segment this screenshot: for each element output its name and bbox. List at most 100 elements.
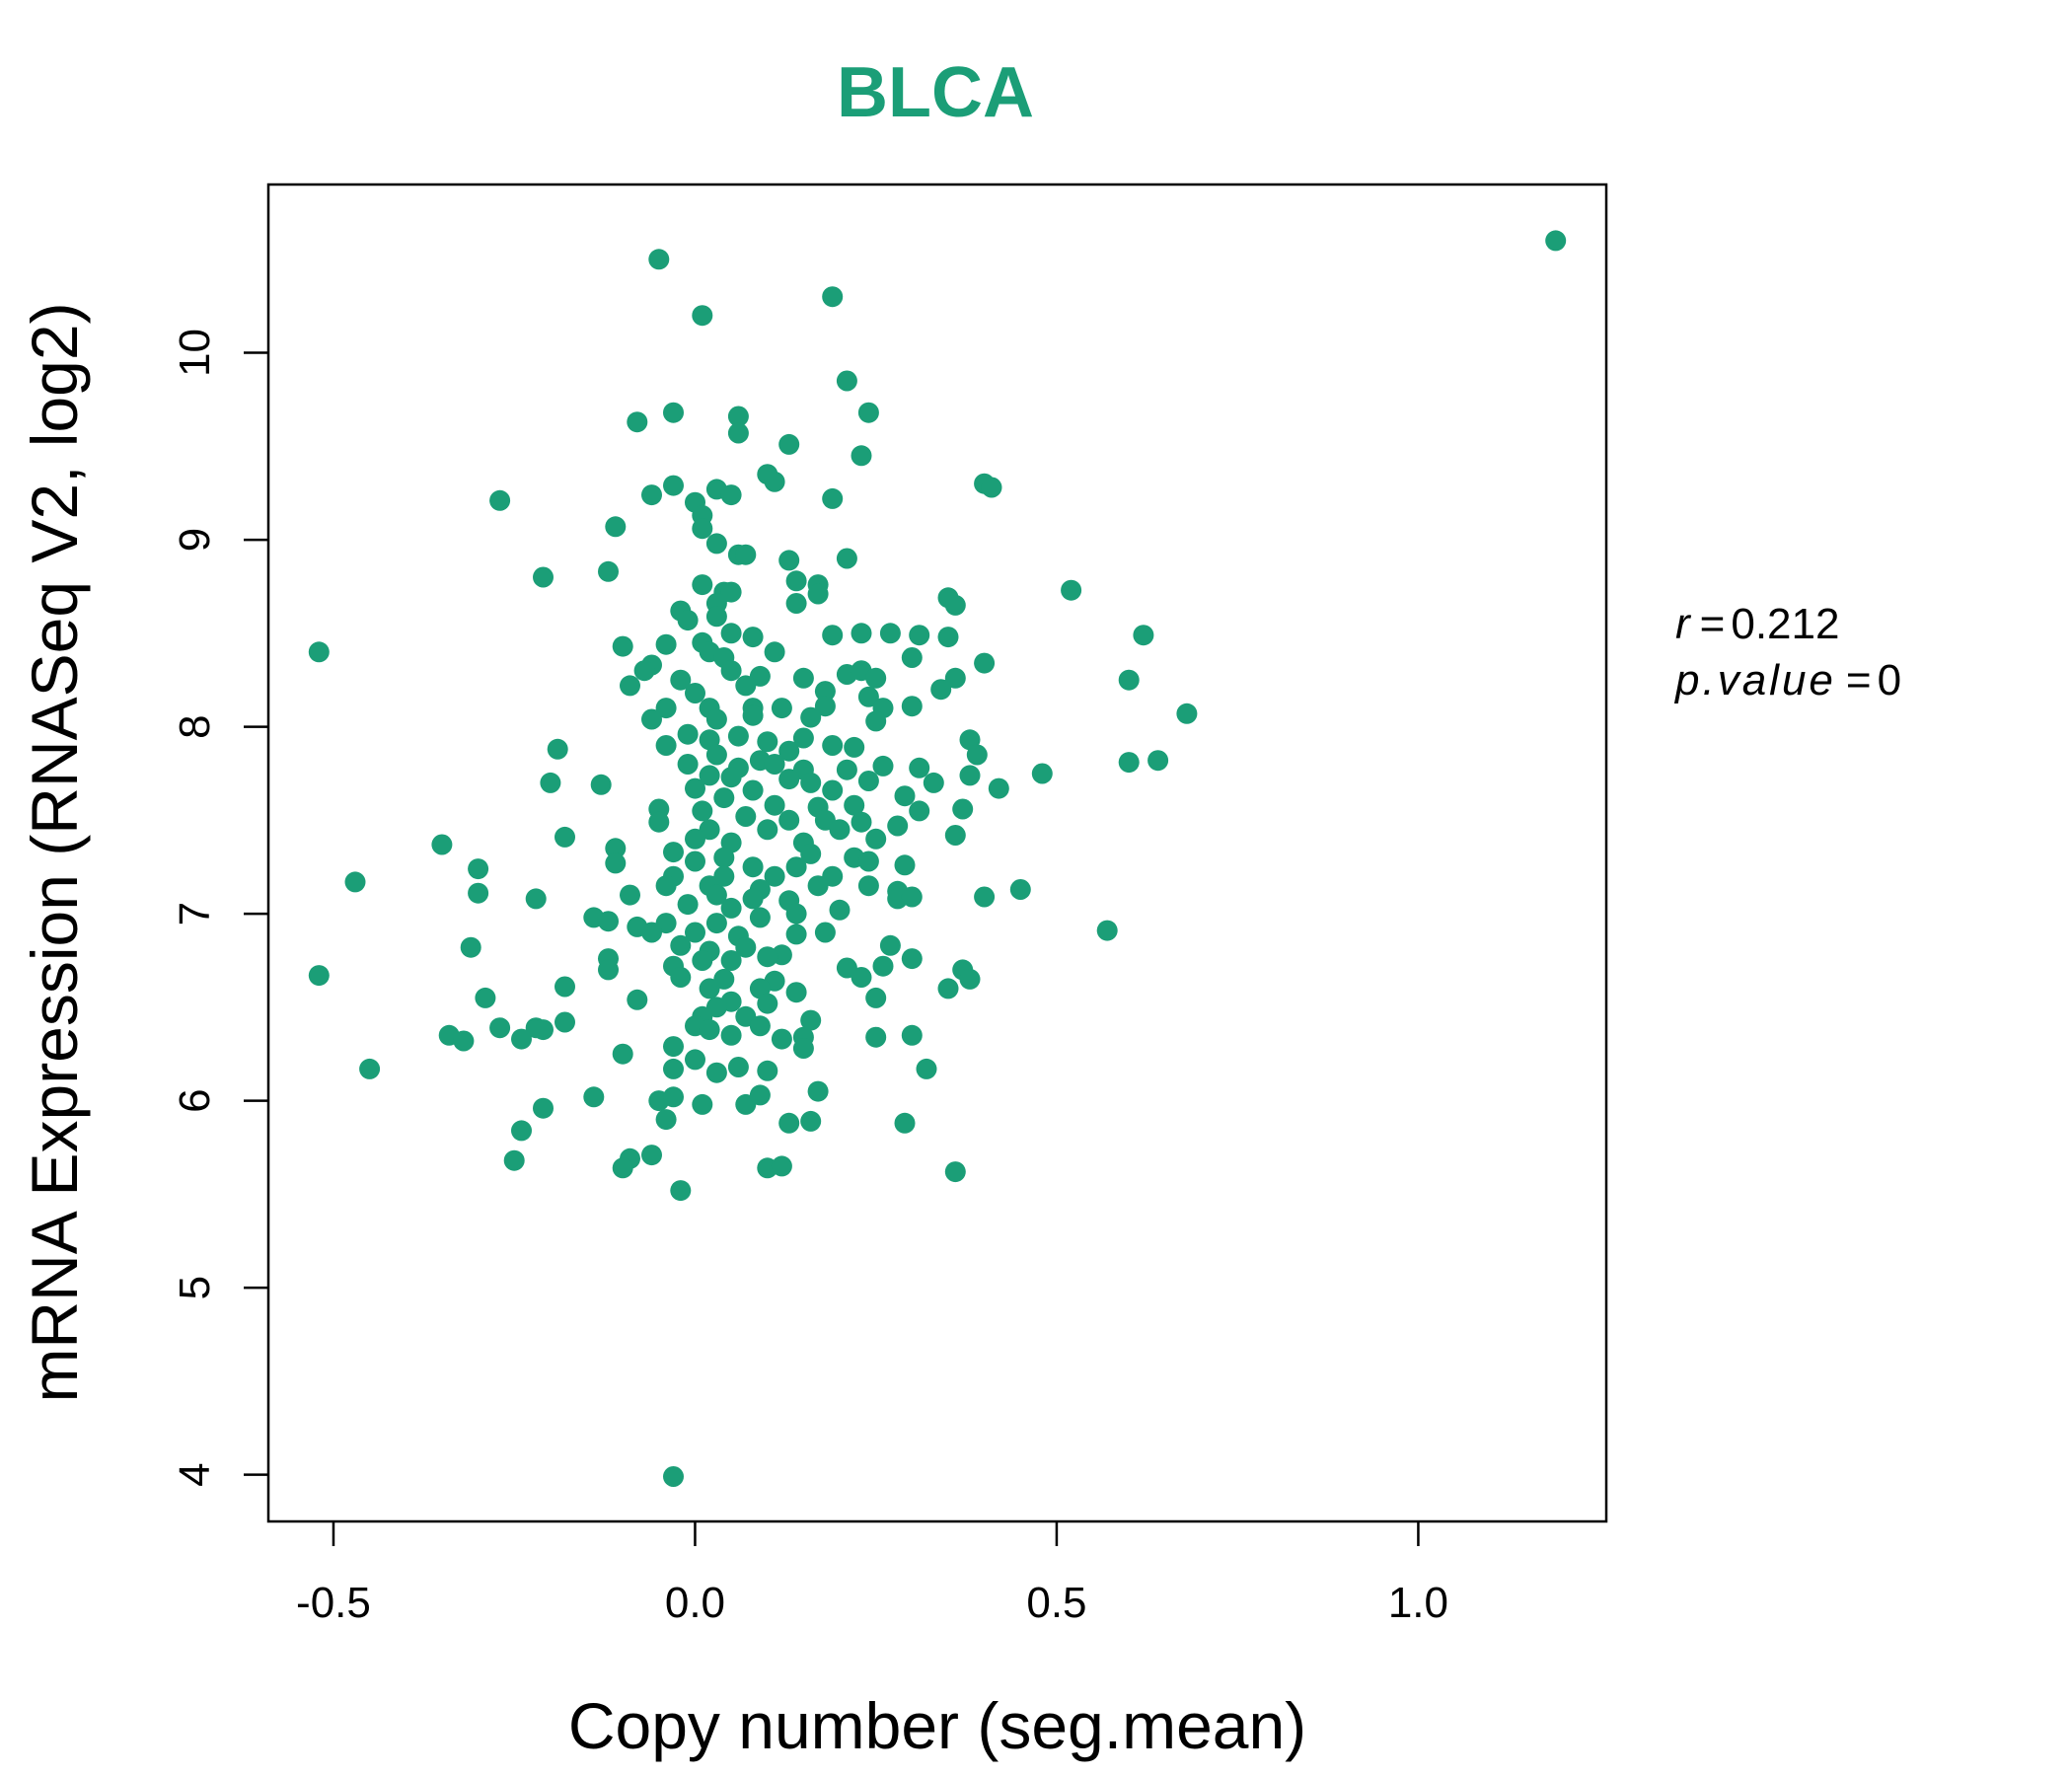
data-point xyxy=(677,754,699,775)
data-point xyxy=(800,772,822,793)
data-point xyxy=(655,875,677,897)
data-point xyxy=(598,959,619,981)
data-point xyxy=(836,370,857,392)
data-point xyxy=(764,754,785,775)
data-point xyxy=(966,744,988,766)
data-point xyxy=(663,842,684,863)
data-point xyxy=(1147,750,1169,772)
x-axis: -0.5 0.0 0.5 1.0 xyxy=(296,1521,1448,1627)
data-point xyxy=(692,574,713,596)
data-point xyxy=(792,727,814,749)
data-point xyxy=(764,865,785,887)
data-point xyxy=(727,422,749,444)
data-point xyxy=(511,1120,532,1142)
x-tick-label: -0.5 xyxy=(296,1579,371,1627)
data-point xyxy=(785,856,807,878)
data-point xyxy=(909,800,930,822)
data-point xyxy=(627,989,648,1010)
y-axis: 4 5 6 7 8 9 10 xyxy=(171,329,268,1487)
data-point xyxy=(757,946,778,968)
p-label: p.value xyxy=(1673,656,1836,704)
data-point xyxy=(735,936,757,958)
data-point xyxy=(648,811,670,833)
data-point xyxy=(713,787,735,809)
data-point xyxy=(844,736,865,758)
data-point xyxy=(677,610,699,631)
data-point xyxy=(944,825,966,846)
data-point xyxy=(655,698,677,719)
p-value: 0 xyxy=(1878,656,1901,704)
data-point xyxy=(822,779,844,801)
data-point xyxy=(778,740,800,762)
data-point xyxy=(865,987,887,1008)
p-statistic: p.value = 0 xyxy=(1673,656,1901,704)
y-tick-label: 4 xyxy=(171,1462,219,1486)
x-tick-label: 0.0 xyxy=(665,1579,725,1627)
data-point xyxy=(677,723,699,745)
data-point xyxy=(937,978,959,999)
data-point xyxy=(785,570,807,592)
data-point xyxy=(800,843,822,864)
data-point xyxy=(764,471,785,492)
x-axis-title: Copy number (seg.mean) xyxy=(568,1689,1306,1762)
data-point xyxy=(598,911,619,932)
data-point xyxy=(503,1149,525,1171)
data-point xyxy=(670,669,692,691)
data-point xyxy=(800,1009,822,1031)
data-point xyxy=(685,922,705,943)
data-point xyxy=(460,936,481,958)
data-point xyxy=(685,1049,705,1071)
data-point xyxy=(909,625,930,646)
data-point xyxy=(692,800,713,822)
data-point xyxy=(909,757,930,778)
x-tick-label: 1.0 xyxy=(1388,1579,1448,1627)
data-point xyxy=(705,1062,727,1083)
data-point xyxy=(901,948,923,970)
data-point xyxy=(735,544,757,565)
data-point xyxy=(800,706,822,728)
data-point xyxy=(785,903,807,925)
data-point xyxy=(468,858,489,880)
data-point xyxy=(836,548,857,569)
data-point xyxy=(851,967,872,988)
data-point xyxy=(901,647,923,668)
data-points xyxy=(308,230,1567,1487)
data-point xyxy=(749,1084,771,1106)
p-equals: = xyxy=(1846,656,1872,704)
data-point xyxy=(822,625,844,646)
data-point xyxy=(540,772,561,793)
data-point xyxy=(489,1017,511,1039)
data-point xyxy=(590,774,612,795)
data-point xyxy=(598,560,619,582)
data-point xyxy=(705,708,727,730)
data-point xyxy=(685,828,705,850)
data-point xyxy=(829,819,851,841)
data-point xyxy=(952,798,974,820)
data-point xyxy=(677,894,699,916)
data-point xyxy=(778,1112,800,1134)
data-point xyxy=(735,806,757,827)
data-point xyxy=(720,767,742,788)
data-point xyxy=(620,884,640,906)
data-point xyxy=(974,652,996,674)
data-point xyxy=(555,1011,575,1033)
data-point xyxy=(814,922,836,943)
data-point xyxy=(453,1030,475,1052)
data-point xyxy=(887,815,909,837)
data-point xyxy=(974,886,996,908)
y-tick-label: 5 xyxy=(171,1276,219,1299)
data-point xyxy=(822,735,844,756)
data-point xyxy=(699,765,720,786)
data-point xyxy=(705,744,727,766)
data-point xyxy=(1009,879,1031,900)
data-point xyxy=(844,794,865,816)
data-point xyxy=(757,731,778,753)
data-point xyxy=(857,686,879,707)
data-point xyxy=(894,785,916,807)
data-point xyxy=(655,735,677,756)
data-point xyxy=(612,635,633,657)
data-point xyxy=(1118,752,1140,774)
data-point xyxy=(692,1093,713,1115)
data-point xyxy=(547,738,568,760)
x-tick-label: 0.5 xyxy=(1026,1579,1086,1627)
